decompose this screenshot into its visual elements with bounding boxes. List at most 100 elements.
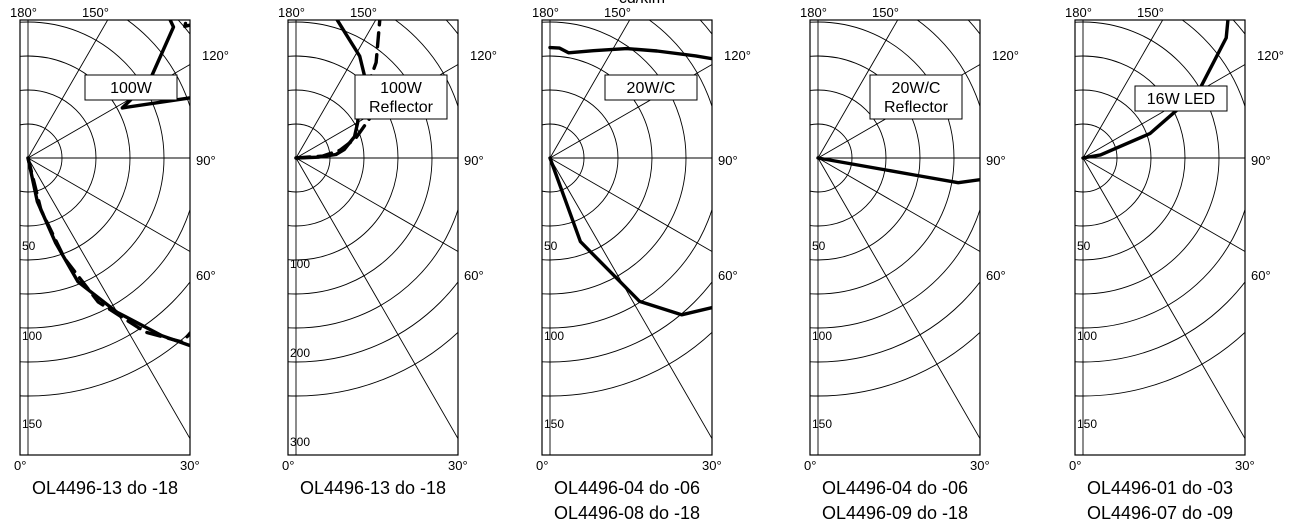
grid-spoke — [295, 157, 458, 440]
chart-caption: OL4496-08 do -18 — [553, 503, 701, 523]
grid-spoke — [817, 63, 980, 159]
grid-spoke — [549, 157, 712, 253]
angle-tick-label: 180° — [10, 5, 37, 20]
angle-tick-label: 0° — [804, 458, 816, 473]
radial-scale-label: 100 — [544, 329, 564, 343]
angle-tick-label: 120° — [470, 48, 497, 63]
series-label-text: 16W LED — [1147, 91, 1215, 108]
polar-grid — [20, 20, 190, 455]
angle-tick-label: 30° — [970, 458, 990, 473]
series-line-solid — [548, 45, 712, 317]
radial-scale-label: 150 — [1077, 417, 1097, 431]
angle-tick-label: 30° — [180, 458, 200, 473]
polar-grid — [1075, 20, 1245, 455]
angle-tick-label: 180° — [1065, 5, 1092, 20]
grid-spoke — [295, 20, 377, 159]
series-line-solid — [294, 20, 367, 160]
angle-tick-label: 120° — [724, 48, 751, 63]
grid-spoke — [27, 157, 190, 253]
radial-scale-label: 100 — [290, 257, 310, 271]
radial-scale-label: 50 — [1077, 239, 1091, 253]
series-label-text: Reflector — [884, 99, 949, 116]
angle-tick-label: 180° — [532, 5, 559, 20]
polar-grid — [542, 20, 712, 455]
chart-caption: OL4496-01 do -03 — [1086, 478, 1234, 498]
chart-caption: OL4496-04 do -06 — [553, 478, 701, 498]
angle-tick-label: 150° — [1137, 5, 1164, 20]
angle-tick-label: 60° — [1251, 268, 1271, 283]
radial-scale-label: 50 — [544, 239, 558, 253]
angle-tick-label: 150° — [82, 5, 109, 20]
chart-frame — [809, 19, 981, 456]
radial-scale-label: 50 — [22, 239, 36, 253]
angle-tick-label: 60° — [196, 268, 216, 283]
angle-tick-label: 90° — [1251, 153, 1271, 168]
grid-spoke — [1082, 157, 1245, 440]
grid-spoke — [1082, 63, 1245, 159]
series-label-text: 20W/C — [892, 80, 941, 97]
radial-scale-label: 150 — [22, 417, 42, 431]
series-line-dashed — [26, 20, 190, 344]
angle-tick-label: 0° — [536, 458, 548, 473]
series-label-box — [354, 74, 448, 120]
angle-tick-label: 120° — [992, 48, 1019, 63]
grid-ring — [1075, 331, 1245, 397]
radial-scale-label: 100 — [1077, 329, 1097, 343]
angle-tick-label: 0° — [14, 458, 26, 473]
grid-spoke — [295, 63, 458, 159]
radial-scale-label: 150 — [544, 417, 564, 431]
series-label-text: 100W — [110, 80, 153, 97]
series-label-box — [869, 74, 963, 120]
radial-scale-label: 100 — [22, 329, 42, 343]
chart-frame — [1074, 19, 1246, 456]
series-line-dashed — [294, 20, 382, 160]
angle-tick-label: 120° — [1257, 48, 1284, 63]
angle-tick-label: 0° — [282, 458, 294, 473]
chart-frame — [19, 19, 191, 456]
radial-scale-label: 100 — [812, 329, 832, 343]
grid-spoke — [817, 20, 899, 159]
angle-tick-label: 60° — [464, 268, 484, 283]
angle-tick-label: 90° — [196, 153, 216, 168]
angle-tick-label: 180° — [800, 5, 827, 20]
series-label-text: 100W — [380, 80, 423, 97]
angle-tick-label: 60° — [718, 268, 738, 283]
series-line-solid — [26, 20, 190, 348]
angle-tick-label: 180° — [278, 5, 305, 20]
chart-frame — [287, 19, 459, 456]
angle-tick-label: 150° — [604, 5, 631, 20]
chart-caption: OL4496-13 do -18 — [299, 478, 447, 498]
angle-tick-label: 90° — [718, 153, 738, 168]
series-label-box — [84, 74, 178, 101]
angle-tick-label: 60° — [986, 268, 1006, 283]
grid-spoke — [1082, 20, 1164, 159]
grid-spoke — [27, 63, 190, 159]
grid-spoke — [1082, 157, 1245, 253]
polar-grid — [810, 20, 980, 455]
grid-spoke — [549, 20, 631, 159]
chart-caption: OL4496-07 do -09 — [1086, 503, 1234, 523]
unit-label: cd/klm — [592, 0, 692, 8]
angle-tick-label: 90° — [986, 153, 1006, 168]
grid-spoke — [27, 157, 190, 440]
angle-tick-label: 30° — [1235, 458, 1255, 473]
chart-caption: OL4496-04 do -06 — [821, 478, 969, 498]
angle-tick-label: 0° — [1069, 458, 1081, 473]
series-label-text: Reflector — [369, 99, 434, 116]
chart-caption: OL4496-13 do -18 — [31, 478, 179, 498]
grid-spoke — [27, 20, 109, 159]
series-line-solid — [1081, 20, 1230, 160]
radial-scale-label: 200 — [290, 346, 310, 360]
series-label-box — [1134, 85, 1228, 112]
angle-tick-label: 120° — [202, 48, 229, 63]
angle-tick-label: 150° — [350, 5, 377, 20]
grid-spoke — [295, 157, 458, 253]
angle-tick-label: 90° — [464, 153, 484, 168]
grid-spoke — [817, 157, 980, 253]
grid-spoke — [549, 63, 712, 159]
chart-caption: OL4496-09 do -18 — [821, 503, 969, 523]
grid-spoke — [549, 157, 712, 440]
radial-scale-label: 300 — [290, 435, 310, 449]
